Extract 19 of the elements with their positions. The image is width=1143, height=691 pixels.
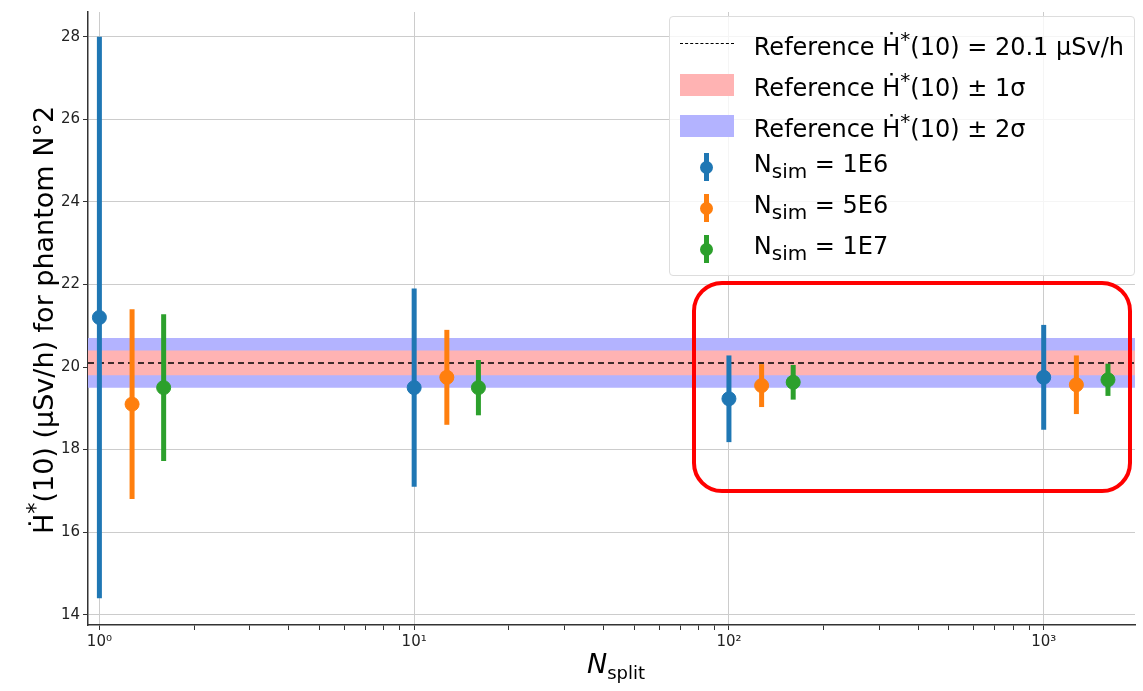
- x-tick-label: 10¹: [401, 631, 427, 650]
- y-tick-label: 16: [60, 522, 80, 541]
- y-tick-label: 28: [60, 26, 80, 45]
- x-tick-label: 10²: [716, 631, 742, 650]
- x-tick-label: 10⁰: [86, 631, 112, 650]
- y-tick-label: 26: [60, 109, 80, 128]
- x-tick-label: 10³: [1031, 631, 1057, 650]
- legend-label: N$_{sim}$ = 1E7: [753, 232, 889, 265]
- legend-label: Reference Ḣ$^{*}$(10) = 20.1 μSv/h: [753, 26, 1124, 61]
- legend-label: N$_{sim}$ = 1E6: [753, 150, 889, 183]
- x-axis-title: N$_{split}$: [586, 648, 646, 684]
- legend-label: Reference Ḣ$^{*}$(10) ± 2σ: [753, 108, 1026, 143]
- legend-label: N$_{sim}$ = 5E6: [753, 191, 889, 224]
- y-tick-label: 24: [60, 191, 80, 210]
- y-tick-label: 18: [60, 439, 80, 458]
- y-tick-label: 22: [60, 274, 80, 293]
- y-tick-label: 20: [60, 356, 80, 375]
- y-tick-label: 14: [60, 604, 80, 623]
- legend-label: Reference Ḣ$^{*}$(10) ± 1σ: [753, 67, 1026, 102]
